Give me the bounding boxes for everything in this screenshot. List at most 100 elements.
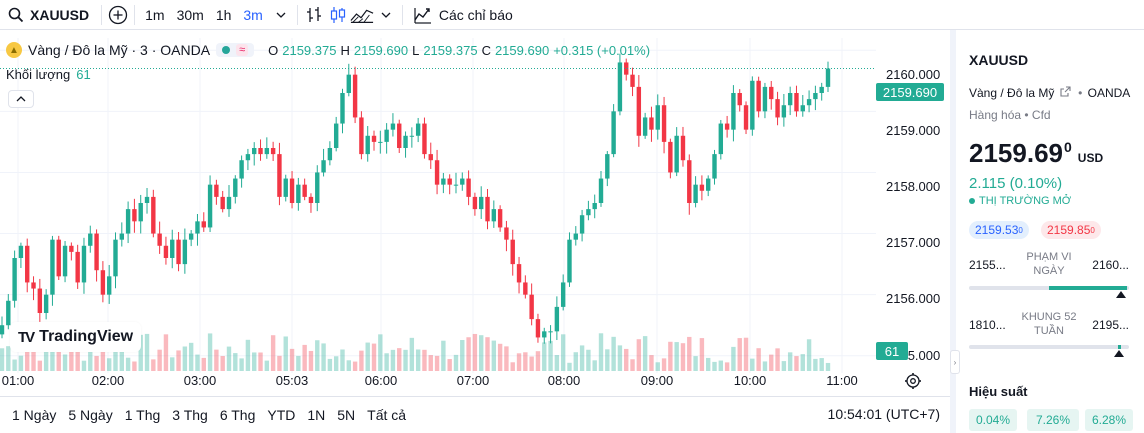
performance-3m[interactable]: 6.28%	[1085, 409, 1133, 431]
external-link-icon[interactable]	[1060, 86, 1071, 97]
range-3m-button[interactable]: 3 Thg	[172, 407, 208, 423]
range-ytd-button[interactable]: YTD	[267, 407, 296, 423]
candle-body	[327, 148, 333, 161]
volume-bar	[743, 337, 749, 371]
interval-dropdown-button[interactable]	[269, 3, 293, 27]
timezone-clock[interactable]: 10:54:01 (UTC+7)	[827, 406, 940, 422]
price-chart[interactable]	[0, 38, 950, 395]
toolbar-divider	[134, 4, 136, 25]
area-chart-type-button[interactable]	[350, 3, 374, 27]
volume-bar	[586, 349, 591, 371]
performance-title: Hiệu suất	[969, 384, 1028, 399]
compare-button[interactable]	[106, 3, 130, 27]
candle-body	[12, 258, 17, 301]
volume-bar	[668, 341, 673, 371]
volume-bar	[516, 353, 522, 371]
tradingview-logo[interactable]: TV TradingView	[10, 322, 142, 352]
candle-body	[434, 160, 440, 185]
candle-body	[182, 239, 188, 265]
volume-bar	[560, 334, 566, 371]
volume-bar	[806, 339, 812, 371]
candle-body	[321, 160, 326, 173]
week52-range-label-1: KHUNG 52	[1021, 311, 1077, 323]
price-axis[interactable]: 2160.000 2159.690 2159.000 2158.000 2157…	[876, 38, 950, 368]
bullet-separator: •	[1078, 86, 1083, 100]
panel-exchange[interactable]: OANDA	[1087, 86, 1131, 100]
volume-bar	[504, 346, 509, 371]
candle-body	[819, 86, 824, 93]
volume-bar	[397, 348, 402, 371]
time-axis-label: 02:00	[91, 373, 125, 388]
volume-bar	[176, 350, 181, 371]
volume-bar	[649, 355, 654, 371]
interval-3m[interactable]: 3m	[243, 6, 263, 23]
volume-legend: Khối lượng 61	[6, 67, 91, 82]
volume-bar	[422, 349, 427, 371]
candle-body	[75, 251, 80, 283]
interval-30m[interactable]: 30m	[176, 6, 204, 23]
range-5d-button[interactable]: 5 Ngày	[68, 407, 113, 423]
volume-bar	[787, 352, 793, 371]
ohlc-open: 2159.375	[282, 42, 337, 58]
volume-bar	[769, 354, 774, 371]
interval-1m[interactable]: 1m	[145, 6, 165, 23]
volume-bar	[756, 348, 761, 371]
volume-bar	[62, 354, 68, 371]
volume-bar	[12, 359, 17, 371]
range-1y-button[interactable]: 1N	[307, 407, 326, 423]
chart-settings-gear-icon[interactable]	[904, 372, 922, 390]
range-all-button[interactable]: Tất cả	[367, 407, 407, 423]
chart-type-dropdown-button[interactable]	[374, 3, 398, 27]
price-currency: USD	[1077, 151, 1104, 165]
range-1d-button[interactable]: 1 Ngày	[12, 407, 57, 423]
candle-body	[680, 135, 686, 161]
candle-body	[453, 184, 459, 186]
ohlc-open-label: O	[268, 42, 279, 58]
legend-title: Vàng / Đô la Mỹ · 3 · OANDA	[28, 42, 211, 58]
range-5y-button[interactable]: 5N	[337, 407, 356, 423]
volume-bar	[75, 343, 80, 371]
candle-body	[743, 105, 749, 130]
candles-chart-type-button[interactable]	[326, 3, 350, 27]
market-status-text: THỊ TRƯỜNG MỞ	[979, 195, 1072, 207]
candle-body	[214, 184, 219, 197]
candle-body	[441, 178, 446, 185]
interval-1h[interactable]: 1h	[215, 6, 232, 23]
performance-1w[interactable]: 0.04%	[969, 409, 1017, 431]
range-1m-button[interactable]: 1 Thg	[124, 407, 161, 423]
day-range-high: 2160...	[1092, 258, 1129, 272]
volume-bar	[491, 340, 497, 371]
bars-chart-type-button[interactable]	[302, 3, 326, 27]
volume-bar	[239, 358, 244, 371]
toolbar-symbol: XAUUSD	[30, 6, 90, 23]
candle-body	[516, 264, 522, 283]
volume-bar	[415, 349, 421, 371]
candle-body	[479, 196, 484, 210]
market-status-pill[interactable]: ≈	[216, 43, 255, 57]
volume-bar	[693, 356, 698, 371]
candle-body	[365, 135, 370, 155]
time-axis[interactable]: 01:00 02:00 03:00 05:03 06:00 07:00 08:0…	[0, 370, 950, 394]
indicators-button[interactable]: Các chỉ báo	[407, 2, 519, 28]
volume-bar	[384, 353, 389, 371]
volume-bar	[207, 333, 213, 371]
volume-bar	[321, 343, 326, 371]
bid-sup: 0	[1018, 225, 1023, 235]
volume-bar	[151, 359, 156, 371]
candle-body	[50, 239, 55, 295]
panel-resize-handle[interactable]: ›	[950, 350, 960, 374]
volume-bar	[315, 340, 320, 371]
candle-body	[504, 227, 509, 240]
candle-body	[661, 105, 667, 142]
toolbar-divider	[401, 4, 403, 25]
time-axis-label: 08:00	[547, 373, 581, 388]
chart-area[interactable]: ▲ Vàng / Đô la Mỹ · 3 · OANDA ≈ O 2159.37…	[0, 38, 950, 395]
performance-1m[interactable]: 7.26%	[1027, 409, 1079, 431]
volume-bar	[50, 345, 55, 371]
symbol-search[interactable]: XAUUSD	[0, 0, 97, 30]
collapse-legend-button[interactable]	[8, 90, 34, 108]
candle-body	[277, 154, 282, 197]
range-6m-button[interactable]: 6 Thg	[219, 407, 256, 423]
panel-description-text[interactable]: Vàng / Đô la Mỹ	[969, 86, 1055, 100]
volume-bar	[453, 354, 459, 371]
